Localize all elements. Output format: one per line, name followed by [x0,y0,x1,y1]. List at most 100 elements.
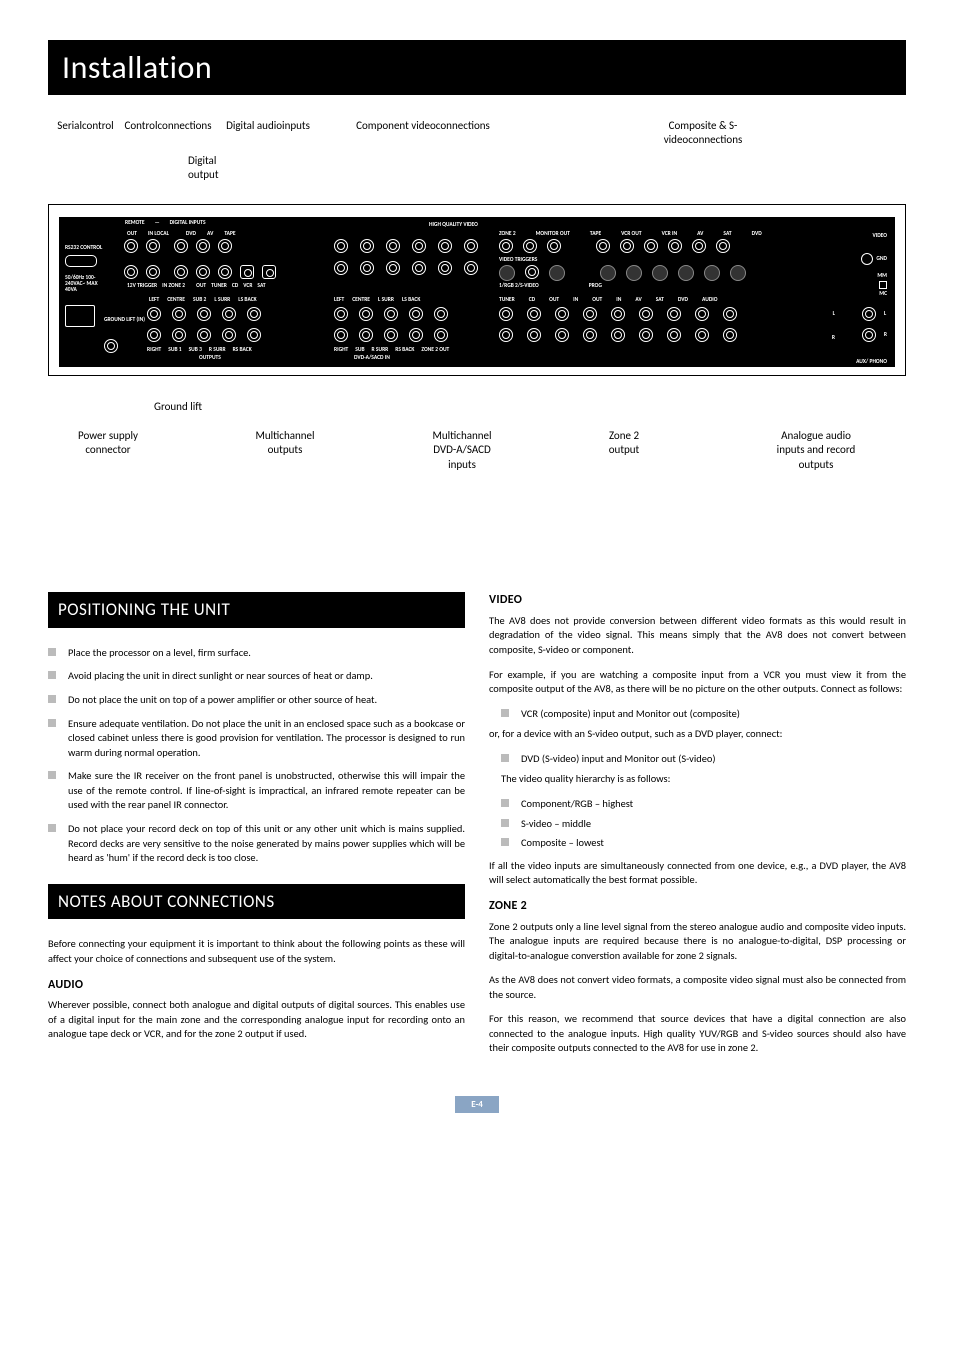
bullet-icon [501,754,509,762]
rca-jack [596,239,610,253]
bullet-icon [48,671,56,679]
rca-jack [359,328,373,342]
panel-label: VCR [243,283,252,289]
panel-label: L [833,311,835,317]
svideo-jack [704,265,720,281]
panel-label: SAT [257,283,265,289]
svideo-jack [652,265,668,281]
panel-label: RIGHT [147,347,161,353]
bullet-icon [501,819,509,827]
panel-label: MC [877,291,887,297]
zone2-p2: As the AV8 does not convert video format… [489,973,906,1002]
panel-label: VCR OUT [621,231,641,237]
column-left: POSITIONING THE UNIT Place the processor… [48,592,465,1066]
video-subhead: VIDEO [489,592,906,609]
panel-label: 12V TRIGGER [127,283,157,289]
label-digital-audio: Digital audioinputs [213,119,323,148]
label-zone2-output: Zone 2output [579,429,669,472]
list-item: Place the processor on a level, firm sur… [48,646,465,661]
list-text: Do not place your record deck on top of … [68,822,465,866]
panel-label: VIDEO TRIGGERS [499,257,537,263]
rca-jack [147,328,161,342]
rca-jack [218,239,232,253]
panel-label: HIGH QUALITY VIDEO [429,222,478,228]
ground-lift-switch [104,339,118,353]
label-multichannel-dvda: MultichannelDVD-A/SACDinputs [402,429,522,472]
panel-label: DVD [678,297,688,303]
rca-jack [523,239,537,253]
diagram-top-labels: Serialcontrol Controlconnections Digital… [48,119,906,148]
panel-label: DVD-A/SACD IN [354,355,390,361]
list-text: Composite – lowest [521,836,604,851]
list-item: Ensure adequate ventilation. Do not plac… [48,717,465,761]
rca-jack [525,265,539,279]
rca-jack [583,307,597,321]
panel-label: R SURR [372,347,389,353]
audio-text: Wherever possible, connect both analogue… [48,998,465,1042]
rca-jack [412,239,426,253]
bullet-icon [48,648,56,656]
rca-jack [639,307,653,321]
zone2-p3: For this reason, we recommend that sourc… [489,1012,906,1056]
rca-jack [197,328,211,342]
panel-label: GROUND LIFT (IN) [104,317,145,323]
rca-jack [386,261,400,275]
rca-jack [334,307,348,321]
list-text: Do not place the unit on top of a power … [68,693,465,708]
list-text: S-video – middle [521,817,591,832]
panel-label: SUB [355,347,364,353]
panel-label: IN [616,297,621,303]
bullet-icon [48,771,56,779]
video-p1: The AV8 does not provide conversion betw… [489,614,906,658]
panel-label: R SURR [209,347,226,353]
rca-jack [434,307,448,321]
panel-label: RS232 CONTROL [65,245,102,251]
rca-jack [644,239,658,253]
panel-label: RS BACK [233,347,252,353]
panel-label: 50/60Hz 100-240VAC~ MAX 40VA [65,275,105,293]
video-p2: For example, if you are watching a compo… [489,668,906,697]
panel-label: TUNER [211,283,227,289]
panel-label: AV [635,297,641,303]
rca-jack [360,261,374,275]
page-number: E-4 [455,1096,499,1113]
rca-jack [360,239,374,253]
list-item: S-video – middle [501,817,906,832]
optical-jack [262,265,276,279]
rca-jack [174,239,188,253]
rca-jack [862,328,876,342]
rca-jack [412,261,426,275]
optical-jack [240,265,254,279]
diagram-bottom-labels: Power supplyconnector Multichanneloutput… [48,429,906,472]
panel-label: LEFT [149,297,159,303]
label-multichannel-outputs: Multichanneloutputs [225,429,345,472]
zone2-subhead: ZONE 2 [489,898,906,915]
rca-jack [667,307,681,321]
list-item: Composite – lowest [501,836,906,851]
svideo-jack [600,265,616,281]
panel-label: LEFT [334,297,344,303]
rca-jack [172,307,186,321]
rca-jack [359,307,373,321]
rca-jack [197,307,211,321]
rca-jack [499,328,513,342]
zone2-p1: Zone 2 outputs only a line level signal … [489,920,906,964]
rca-jack [611,328,625,342]
panel-label: OUT [127,231,137,237]
panel-label: ZONE 2 OUT [421,347,449,353]
list-text: Component/RGB – highest [521,797,633,812]
panel-label: PROG [589,283,602,289]
list-item: Component/RGB – highest [501,797,906,812]
bullet-icon [501,709,509,717]
rca-jack [434,328,448,342]
positioning-list: Place the processor on a level, firm sur… [48,646,465,866]
label-control-connections: Controlconnections [123,119,213,148]
panel-label: TUNER [499,297,515,303]
rear-panel: REMOTE — DIGITAL INPUTS HIGH QUALITY VID… [59,217,895,367]
page-title: Installation [48,40,906,95]
svideo-jack [730,265,746,281]
list-item: Do not place the unit on top of a power … [48,693,465,708]
panel-label: ZONE 2 [499,231,516,237]
panel-label: L [884,311,887,317]
rca-jack [409,307,423,321]
